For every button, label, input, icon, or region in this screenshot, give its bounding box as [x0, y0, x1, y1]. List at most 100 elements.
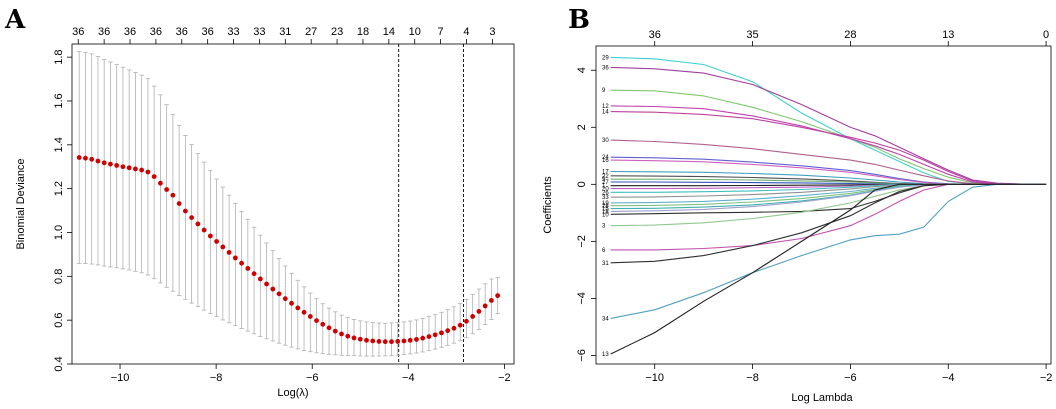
top-tick-label: 28	[844, 29, 856, 41]
deviance-point	[176, 201, 182, 206]
deviance-point	[220, 244, 226, 250]
top-tick-label: 33	[227, 26, 239, 38]
x-tick-label: −10	[645, 372, 664, 384]
x-tick-label: −10	[111, 372, 130, 384]
y-tick-label: 1.8	[53, 50, 65, 65]
deviance-point	[326, 325, 332, 331]
deviance-point	[189, 215, 195, 220]
y-tick-label: 0.4	[53, 356, 65, 371]
coef-label-28: 28	[602, 204, 609, 210]
deviance-point	[314, 318, 319, 324]
x-tick-label: −4	[942, 372, 955, 384]
deviance-point	[345, 333, 351, 339]
coef-label-14: 14	[602, 110, 609, 116]
top-tick-label: 13	[942, 29, 954, 41]
deviance-point	[151, 174, 157, 180]
top-tick-label: 35	[746, 29, 758, 41]
deviance-point	[439, 330, 444, 336]
coef-label-20: 20	[602, 187, 609, 193]
deviance-point	[470, 314, 476, 319]
y-tick-label: 1.4	[53, 137, 65, 152]
panel-a-y-axis: 0.4 0.6 0.8 1.0 1.2 1.4 1.6 1.8	[53, 50, 72, 372]
deviance-point	[158, 180, 163, 186]
y-tick-label: −6	[576, 349, 588, 362]
y-tick-label: 0.8	[53, 269, 65, 284]
coef-label-16: 16	[602, 158, 609, 164]
deviance-point	[133, 166, 138, 172]
panel-b-coefficient-lines	[610, 56, 1047, 355]
top-tick-label: 10	[409, 26, 421, 38]
deviance-point	[432, 332, 438, 338]
x-tick-label: −6	[306, 372, 319, 384]
y-tick-label: 4	[576, 67, 588, 73]
top-tick-label: 36	[124, 26, 136, 38]
deviance-point	[207, 233, 213, 239]
panel-a-y-axis-title: Binomial Deviance	[15, 158, 27, 249]
coef-label-22: 22	[602, 174, 609, 180]
panel-a-x-axis-title: Log(λ)	[277, 387, 308, 399]
coef-line-13	[610, 183, 1047, 355]
y-tick-label: −4	[576, 292, 588, 305]
x-tick-label: −2	[1040, 372, 1053, 384]
deviance-point	[83, 155, 88, 161]
panel-a-lambda-lines	[398, 44, 465, 364]
coef-line-30	[610, 139, 1047, 185]
x-tick-label: −8	[746, 372, 759, 384]
deviance-point	[351, 335, 357, 341]
top-tick-label: 18	[357, 26, 369, 38]
y-tick-label: 2	[576, 124, 588, 130]
deviance-point	[320, 321, 326, 327]
panel-a-top-axis: 36 36 36 36 36 36 33 33 31 27 23 18 14 10 7 4 3	[72, 26, 495, 44]
coef-label-30: 30	[602, 138, 609, 144]
top-tick-label: 27	[305, 26, 317, 38]
coef-label-12: 12	[602, 104, 609, 110]
coef-label-27: 27	[602, 180, 609, 186]
deviance-point	[364, 337, 369, 343]
deviance-point	[214, 239, 220, 244]
deviance-point	[382, 339, 388, 345]
coef-line-6	[610, 183, 1047, 251]
coef-label-6: 6	[602, 248, 606, 254]
top-tick-label: 3	[489, 26, 495, 38]
deviance-point	[401, 338, 407, 344]
panel-b-letter: B	[568, 5, 590, 35]
coef-line-29	[610, 56, 1047, 185]
deviance-point	[245, 266, 251, 271]
coef-label-36: 36	[602, 65, 609, 71]
top-tick-label: 14	[383, 26, 395, 38]
coef-label-26: 26	[602, 190, 609, 196]
coef-line-36	[610, 66, 1047, 185]
deviance-point	[489, 298, 494, 303]
top-tick-label: 4	[463, 26, 469, 38]
deviance-point	[114, 163, 120, 168]
panel-b-plot-frame	[595, 45, 1052, 365]
deviance-point	[295, 305, 301, 311]
coef-label-9: 9	[602, 88, 606, 94]
coef-label-19: 19	[602, 201, 609, 207]
panel-a-letter: A	[4, 5, 26, 35]
deviance-point	[126, 165, 132, 171]
deviance-point	[307, 314, 313, 319]
deviance-point	[370, 338, 376, 344]
deviance-point	[464, 318, 469, 324]
deviance-point	[395, 339, 401, 344]
y-tick-label: 1.2	[53, 181, 65, 196]
deviance-point	[357, 336, 363, 342]
x-tick-label: −6	[844, 372, 857, 384]
panel-b-x-axis: −10 −8 −6 −4 −2	[645, 364, 1052, 384]
deviance-point	[376, 339, 382, 344]
y-tick-label: 1.6	[53, 93, 65, 108]
coef-label-1: 1	[602, 184, 606, 190]
deviance-point	[101, 160, 107, 166]
coef-label-5: 5	[602, 177, 606, 183]
deviance-point	[232, 255, 238, 261]
deviance-point	[445, 328, 451, 334]
coef-label-10: 10	[602, 212, 609, 218]
coef-label-17: 17	[602, 169, 609, 175]
coef-label-31: 31	[602, 261, 609, 267]
panel-a-error-bars	[77, 51, 500, 357]
deviance-point	[339, 331, 344, 337]
deviance-point	[282, 296, 288, 302]
deviance-point	[264, 281, 269, 287]
deviance-point	[145, 169, 151, 175]
